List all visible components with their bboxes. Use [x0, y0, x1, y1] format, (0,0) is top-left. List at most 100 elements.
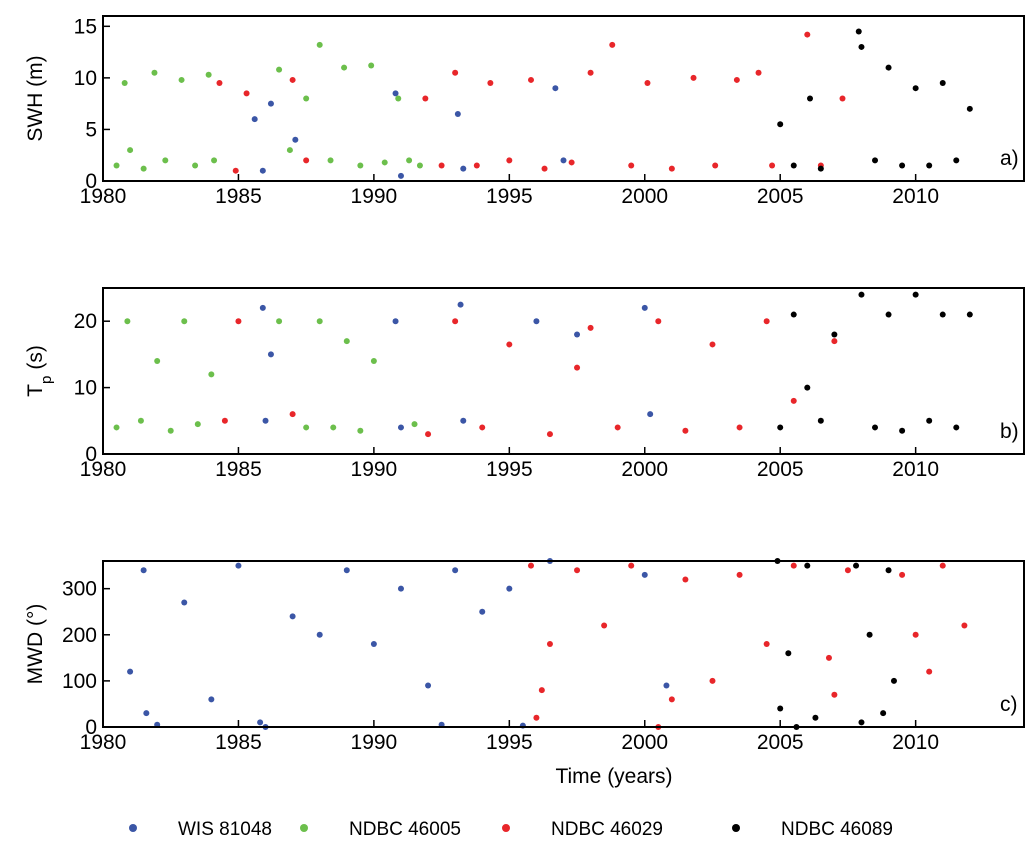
point [609, 41, 616, 48]
point [641, 304, 648, 311]
point [574, 567, 581, 574]
x-tick-label: 1990 [351, 458, 398, 481]
point [777, 705, 784, 712]
x-tick-label: 2000 [621, 731, 668, 754]
point [855, 28, 862, 35]
point [178, 76, 185, 83]
y-label-main: MWD (°) [24, 604, 47, 685]
point [533, 714, 540, 721]
point [812, 714, 819, 721]
legend-label: NDBC 46089 [781, 819, 893, 840]
point [839, 95, 846, 102]
point [644, 80, 651, 87]
point [397, 172, 404, 179]
x-tick-label: 1980 [80, 185, 127, 208]
point [167, 427, 174, 434]
x-tick-label: 1985 [215, 458, 262, 481]
legend-marker [732, 824, 740, 832]
y-tick-label: 0 [85, 170, 97, 193]
point [143, 710, 150, 717]
point [330, 424, 337, 431]
y-axis-label: SWH (m) [24, 55, 47, 141]
point [397, 585, 404, 592]
point [460, 417, 467, 424]
y-label-unit: (s) [24, 345, 47, 370]
point [709, 677, 716, 684]
point [276, 66, 283, 73]
point [825, 654, 832, 661]
point [858, 291, 865, 298]
point [831, 338, 838, 345]
point [267, 351, 274, 358]
point [769, 162, 776, 169]
point [663, 682, 670, 689]
point [647, 411, 654, 418]
x-tick-label: 2005 [757, 458, 804, 481]
point [457, 301, 464, 308]
point [208, 696, 215, 703]
point [370, 641, 377, 647]
point [452, 69, 459, 76]
point [574, 364, 581, 371]
point [303, 424, 310, 431]
legend-label: WIS 81048 [178, 819, 272, 840]
legend-marker [502, 824, 510, 832]
point [628, 162, 635, 169]
point [872, 424, 879, 431]
point [257, 719, 264, 726]
point [162, 157, 169, 164]
point [121, 80, 128, 87]
point [341, 64, 348, 71]
point [538, 687, 545, 694]
point [127, 147, 134, 154]
point [614, 424, 621, 431]
point [763, 318, 770, 325]
point [804, 31, 811, 38]
point [194, 421, 201, 428]
point [880, 710, 887, 717]
point [422, 95, 429, 102]
panel-label: c) [1000, 693, 1018, 716]
point [939, 80, 946, 87]
point [712, 162, 719, 169]
point [316, 41, 323, 48]
point [912, 291, 919, 298]
point [113, 424, 120, 431]
y-tick-label: 20 [74, 310, 97, 333]
point [533, 318, 540, 325]
point [303, 157, 310, 164]
y-tick-label: 0 [85, 443, 97, 466]
y-tick-label: 15 [74, 15, 97, 38]
point [151, 69, 158, 76]
point [397, 424, 404, 431]
point [939, 311, 946, 318]
point [953, 157, 960, 164]
point [192, 162, 199, 169]
point [912, 85, 919, 92]
point [154, 358, 161, 365]
point [235, 318, 242, 325]
point [343, 338, 350, 345]
point [966, 105, 973, 112]
point [785, 650, 792, 657]
y-tick-label: 100 [62, 670, 97, 693]
point [628, 562, 635, 569]
y-tick-label: 0 [85, 716, 97, 739]
point [641, 571, 648, 578]
x-axis-label: Time (years) [555, 765, 672, 788]
point [953, 424, 960, 431]
point [235, 562, 242, 569]
y-axis-label: Tp (s) [24, 345, 55, 397]
point [552, 85, 559, 92]
x-tick-label: 2010 [892, 731, 939, 754]
point [527, 562, 534, 569]
point [560, 157, 567, 164]
y-tick-label: 10 [74, 67, 97, 90]
legend-label: NDBC 46029 [551, 819, 663, 840]
point [259, 304, 266, 311]
point [316, 318, 323, 325]
x-tick-label: 1995 [486, 731, 533, 754]
x-tick-label: 1995 [486, 458, 533, 481]
y-axis-label: MWD (°) [24, 604, 47, 685]
point [262, 417, 269, 424]
